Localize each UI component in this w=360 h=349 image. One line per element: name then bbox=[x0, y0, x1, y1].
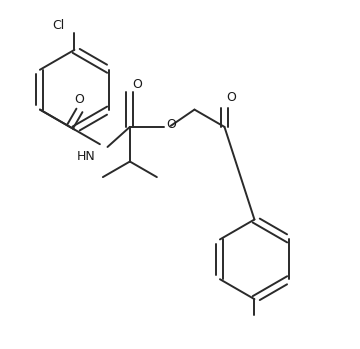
Text: O: O bbox=[75, 93, 84, 106]
Text: HN: HN bbox=[77, 150, 96, 163]
Text: Cl: Cl bbox=[52, 19, 64, 32]
Text: O: O bbox=[132, 77, 143, 90]
Text: O: O bbox=[167, 118, 176, 131]
Text: O: O bbox=[226, 91, 236, 104]
